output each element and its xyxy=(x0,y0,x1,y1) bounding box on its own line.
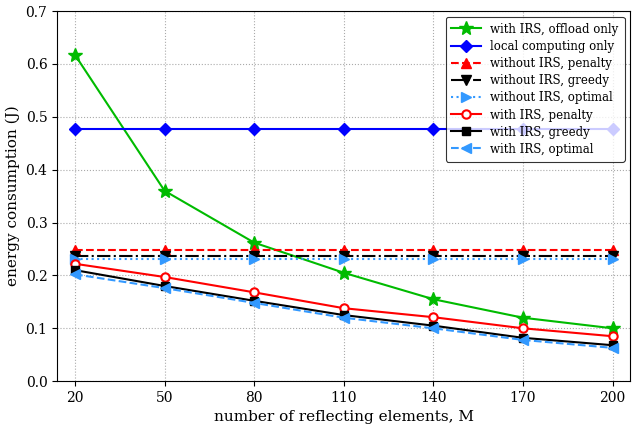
with IRS, optimal xyxy=(429,326,437,331)
without IRS, penalty xyxy=(519,247,527,252)
with IRS, greedy xyxy=(429,323,437,328)
with IRS, greedy xyxy=(340,313,348,318)
without IRS, greedy xyxy=(251,254,258,259)
local computing only xyxy=(71,127,79,132)
without IRS, optimal xyxy=(340,256,348,261)
Line: local computing only: local computing only xyxy=(71,125,617,134)
without IRS, greedy xyxy=(609,254,616,259)
with IRS, offload only xyxy=(251,240,258,245)
without IRS, penalty xyxy=(340,247,348,252)
without IRS, greedy xyxy=(519,254,527,259)
Line: without IRS, penalty: without IRS, penalty xyxy=(70,245,618,255)
with IRS, optimal xyxy=(251,300,258,305)
local computing only xyxy=(161,127,169,132)
local computing only xyxy=(340,127,348,132)
without IRS, optimal xyxy=(429,256,437,261)
with IRS, optimal xyxy=(161,286,169,291)
with IRS, offload only xyxy=(609,326,616,331)
Line: with IRS, greedy: with IRS, greedy xyxy=(71,266,617,350)
with IRS, optimal xyxy=(519,338,527,343)
without IRS, optimal xyxy=(519,256,527,261)
with IRS, optimal xyxy=(340,315,348,320)
without IRS, optimal xyxy=(609,256,616,261)
with IRS, penalty xyxy=(340,306,348,311)
local computing only xyxy=(429,127,437,132)
with IRS, offload only xyxy=(519,315,527,320)
with IRS, optimal xyxy=(609,345,616,350)
without IRS, penalty xyxy=(71,247,79,252)
without IRS, optimal xyxy=(251,256,258,261)
local computing only xyxy=(609,127,616,132)
Line: with IRS, offload only: with IRS, offload only xyxy=(68,48,619,335)
with IRS, penalty xyxy=(71,261,79,266)
with IRS, penalty xyxy=(161,274,169,280)
without IRS, greedy xyxy=(71,254,79,259)
with IRS, greedy xyxy=(251,298,258,304)
without IRS, optimal xyxy=(71,256,79,261)
without IRS, penalty xyxy=(609,247,616,252)
without IRS, penalty xyxy=(429,247,437,252)
without IRS, penalty xyxy=(251,247,258,252)
without IRS, optimal xyxy=(161,256,169,261)
without IRS, penalty xyxy=(161,247,169,252)
with IRS, greedy xyxy=(609,343,616,348)
Line: without IRS, greedy: without IRS, greedy xyxy=(70,252,618,261)
with IRS, offload only xyxy=(429,297,437,302)
with IRS, offload only xyxy=(161,188,169,194)
with IRS, penalty xyxy=(609,334,616,339)
Legend: with IRS, offload only, local computing only, without IRS, penalty, without IRS,: with IRS, offload only, local computing … xyxy=(446,17,625,162)
with IRS, optimal xyxy=(71,272,79,277)
Line: without IRS, optimal: without IRS, optimal xyxy=(70,254,618,263)
Line: with IRS, penalty: with IRS, penalty xyxy=(71,260,617,341)
with IRS, offload only xyxy=(340,270,348,275)
without IRS, greedy xyxy=(340,254,348,259)
Line: with IRS, optimal: with IRS, optimal xyxy=(70,270,618,353)
Y-axis label: energy consumption (J): energy consumption (J) xyxy=(6,106,20,286)
with IRS, greedy xyxy=(519,335,527,341)
with IRS, penalty xyxy=(429,315,437,320)
with IRS, offload only xyxy=(71,52,79,58)
without IRS, greedy xyxy=(429,254,437,259)
without IRS, greedy xyxy=(161,254,169,259)
with IRS, greedy xyxy=(161,283,169,289)
local computing only xyxy=(251,127,258,132)
with IRS, penalty xyxy=(251,290,258,295)
local computing only xyxy=(519,127,527,132)
X-axis label: number of reflecting elements, M: number of reflecting elements, M xyxy=(214,411,474,424)
with IRS, penalty xyxy=(519,326,527,331)
with IRS, greedy xyxy=(71,267,79,273)
